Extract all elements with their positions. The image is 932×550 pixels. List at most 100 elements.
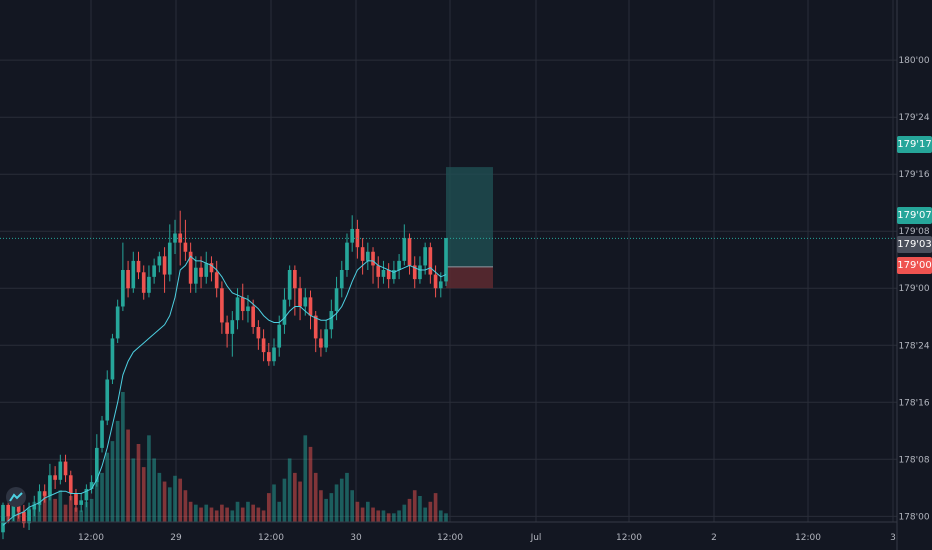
- candle[interactable]: [225, 315, 229, 348]
- volume-bar: [376, 510, 381, 522]
- candle[interactable]: [94, 434, 99, 487]
- candle[interactable]: [121, 242, 125, 312]
- candle[interactable]: [131, 251, 136, 293]
- candle[interactable]: [183, 219, 188, 261]
- candle[interactable]: [256, 320, 261, 350]
- candle[interactable]: [298, 276, 302, 321]
- candle-body: [433, 274, 438, 289]
- volume-bar: [345, 472, 349, 522]
- candle-body: [298, 288, 302, 307]
- candle-body: [6, 504, 11, 517]
- candle[interactable]: [74, 488, 78, 512]
- candle[interactable]: [105, 370, 110, 426]
- candle[interactable]: [360, 238, 365, 275]
- volume-bar: [397, 510, 401, 522]
- candle-body: [194, 267, 198, 284]
- candle[interactable]: [319, 329, 323, 357]
- candle[interactable]: [428, 242, 433, 284]
- candle-body: [339, 270, 344, 289]
- candle[interactable]: [407, 233, 412, 275]
- candle[interactable]: [68, 470, 73, 501]
- time-tick-label: 12:00: [616, 533, 642, 543]
- candle[interactable]: [167, 224, 172, 282]
- candle[interactable]: [37, 484, 42, 512]
- candle[interactable]: [126, 260, 130, 298]
- candle[interactable]: [53, 466, 57, 489]
- candle[interactable]: [282, 288, 287, 334]
- candle[interactable]: [423, 242, 427, 275]
- candle[interactable]: [110, 333, 115, 385]
- candle[interactable]: [293, 265, 297, 316]
- volume-bar: [204, 504, 209, 522]
- target-zone[interactable]: [446, 167, 493, 267]
- candle[interactable]: [386, 263, 391, 289]
- candle[interactable]: [329, 299, 334, 339]
- candle[interactable]: [152, 258, 156, 284]
- candle[interactable]: [136, 251, 141, 280]
- candle[interactable]: [1, 502, 5, 540]
- candle[interactable]: [209, 256, 214, 282]
- volume-bar: [79, 510, 84, 522]
- time-axis[interactable]: 12:00 29 12:00 30 12:00 Jul 12:00 2 12:00 3: [0, 521, 897, 543]
- volume-bar: [162, 481, 167, 522]
- candle[interactable]: [272, 338, 276, 366]
- candle[interactable]: [350, 215, 355, 252]
- candle[interactable]: [157, 251, 162, 273]
- candle[interactable]: [376, 256, 381, 289]
- candle[interactable]: [188, 242, 193, 293]
- candle[interactable]: [84, 484, 89, 508]
- candle[interactable]: [324, 320, 328, 353]
- candle[interactable]: [345, 233, 349, 277]
- candle[interactable]: [412, 256, 417, 289]
- candlestick-series[interactable]: [1, 210, 448, 540]
- candle[interactable]: [381, 260, 386, 284]
- candle[interactable]: [79, 493, 84, 512]
- volume-bar: [199, 507, 203, 522]
- long-position-tool[interactable]: [446, 167, 493, 289]
- candle[interactable]: [199, 256, 203, 289]
- candle[interactable]: [22, 504, 26, 528]
- candle[interactable]: [339, 260, 344, 298]
- candle[interactable]: [89, 475, 94, 494]
- candle-body: [105, 379, 110, 421]
- candle[interactable]: [251, 299, 255, 334]
- last-price-label: 179'07: [897, 207, 932, 224]
- candle[interactable]: [365, 242, 370, 270]
- candle[interactable]: [371, 247, 375, 284]
- candle-body: [209, 263, 214, 273]
- price-axis[interactable]: 180'00 179'24 179'16 179'08 179'00 178'24 178'…: [896, 0, 930, 550]
- stop-zone[interactable]: [446, 266, 493, 289]
- candle[interactable]: [266, 342, 271, 366]
- candle[interactable]: [444, 238, 448, 286]
- candle[interactable]: [214, 260, 219, 298]
- candle[interactable]: [230, 311, 235, 357]
- candle[interactable]: [204, 251, 209, 284]
- candle[interactable]: [63, 454, 68, 483]
- candle[interactable]: [48, 463, 52, 501]
- candle[interactable]: [433, 265, 438, 298]
- candle[interactable]: [147, 265, 151, 298]
- candle[interactable]: [32, 495, 37, 517]
- volume-bar: [334, 484, 339, 522]
- candle[interactable]: [287, 265, 292, 307]
- candle[interactable]: [141, 265, 146, 300]
- candle[interactable]: [220, 281, 224, 334]
- candle[interactable]: [402, 224, 407, 266]
- candle[interactable]: [261, 329, 266, 362]
- candle[interactable]: [194, 256, 198, 293]
- price-tick-label: 179'16: [898, 170, 929, 180]
- candle[interactable]: [42, 484, 47, 503]
- candle[interactable]: [58, 454, 63, 485]
- candle[interactable]: [100, 415, 104, 453]
- candle[interactable]: [115, 299, 120, 343]
- candle-body: [230, 320, 235, 334]
- candle[interactable]: [308, 290, 313, 330]
- candle[interactable]: [162, 247, 167, 293]
- time-tick-label: 30: [350, 533, 362, 543]
- tradingview-logo-icon[interactable]: [6, 487, 26, 507]
- candle-body: [214, 272, 219, 289]
- candle[interactable]: [240, 283, 245, 321]
- candle[interactable]: [397, 254, 401, 280]
